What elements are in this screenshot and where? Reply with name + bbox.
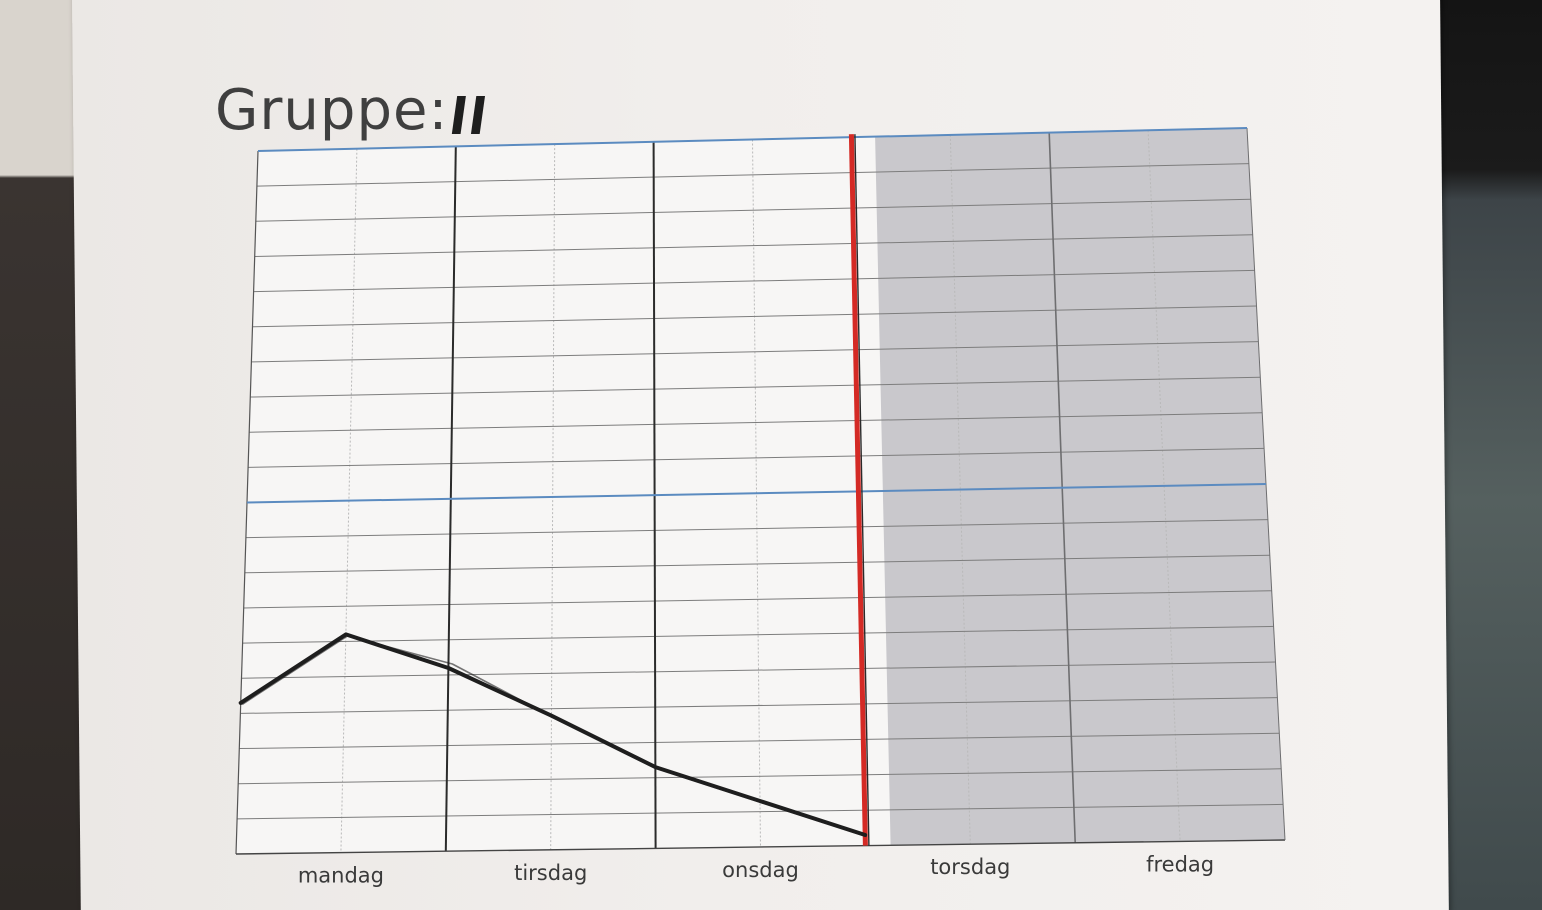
horizontal-gridline (253, 269, 1255, 293)
data-point (758, 799, 762, 803)
half-day-gridline (1147, 130, 1181, 842)
horizontal-gridline (241, 661, 1276, 679)
top-blue-rule (257, 127, 1248, 152)
horizontal-gridline (250, 376, 1261, 398)
horizontal-gridline (242, 625, 1274, 644)
horizontal-gridline (243, 590, 1272, 609)
horizontal-gridline (239, 732, 1280, 750)
data-point (653, 765, 658, 769)
hand-drawn-series-line-overdraw (241, 635, 867, 838)
day-label: onsdag (722, 858, 799, 882)
data-point (344, 632, 348, 637)
horizontal-gridline (251, 341, 1259, 363)
horizontal-gridline (256, 163, 1249, 187)
day-label: mandag (298, 864, 384, 888)
horizontal-gridline (255, 198, 1251, 222)
data-point (446, 666, 450, 670)
today-marker-edge (854, 134, 870, 846)
data-point (549, 714, 554, 718)
day-label: fredag (1146, 852, 1214, 876)
table-surface-left (0, 0, 80, 910)
horizontal-gridline (237, 803, 1284, 820)
horizontal-gridline (252, 305, 1257, 328)
plot-bottom-border (235, 839, 1286, 855)
horizontal-gridline (254, 234, 1253, 257)
horizontal-gridline (245, 519, 1268, 539)
horizontal-gridline (238, 768, 1282, 785)
data-point (863, 833, 867, 837)
today-marker-line (848, 134, 868, 846)
chart-title-prefix: Gruppe: (215, 78, 449, 143)
day-label: torsdag (930, 855, 1010, 879)
day-label: tirsdag (514, 861, 587, 885)
horizontal-gridline (244, 554, 1270, 574)
middle-blue-rule (246, 483, 1267, 504)
horizontal-gridline (249, 412, 1263, 433)
horizontal-gridline (240, 697, 1278, 714)
data-point (239, 701, 243, 705)
horizontal-gridline (248, 447, 1265, 468)
